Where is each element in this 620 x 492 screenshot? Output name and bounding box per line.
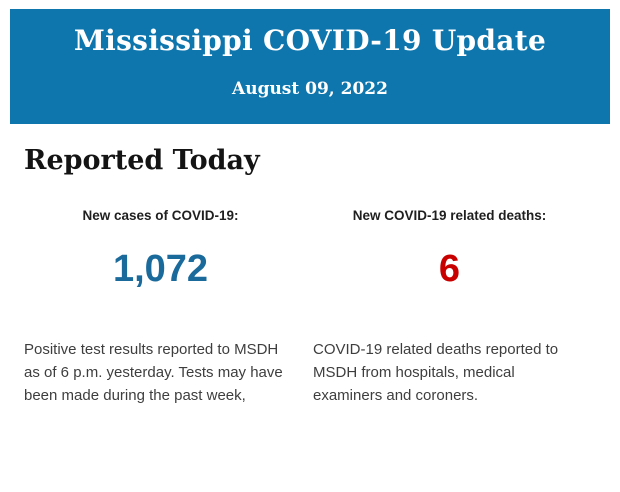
cases-label: New cases of COVID-19: bbox=[82, 207, 239, 223]
deaths-label: New COVID-19 related deaths: bbox=[352, 207, 547, 223]
banner-date: August 09, 2022 bbox=[232, 78, 388, 99]
section-heading: Reported Today bbox=[24, 145, 260, 177]
cases-description: Positive test results reported to MSDH a… bbox=[24, 340, 283, 404]
stat-deaths: New COVID-19 related deaths: 6 COVID-19 … bbox=[313, 208, 586, 407]
banner: Mississippi COVID-19 Update August 09, 2… bbox=[10, 9, 610, 125]
page: Mississippi COVID-19 Update August 09, 2… bbox=[0, 9, 620, 492]
stat-cases: New cases of COVID-19: 1,072 Positive te… bbox=[24, 208, 297, 407]
deaths-description: COVID-19 related deaths reported to MSDH… bbox=[313, 340, 559, 404]
cases-value: 1,072 bbox=[112, 247, 209, 290]
content: Reported Today New cases of COVID-19: 1,… bbox=[0, 145, 620, 406]
banner-title: Mississippi COVID-19 Update bbox=[73, 24, 547, 57]
stats-grid: New cases of COVID-19: 1,072 Positive te… bbox=[24, 208, 586, 407]
deaths-value: 6 bbox=[438, 247, 461, 290]
